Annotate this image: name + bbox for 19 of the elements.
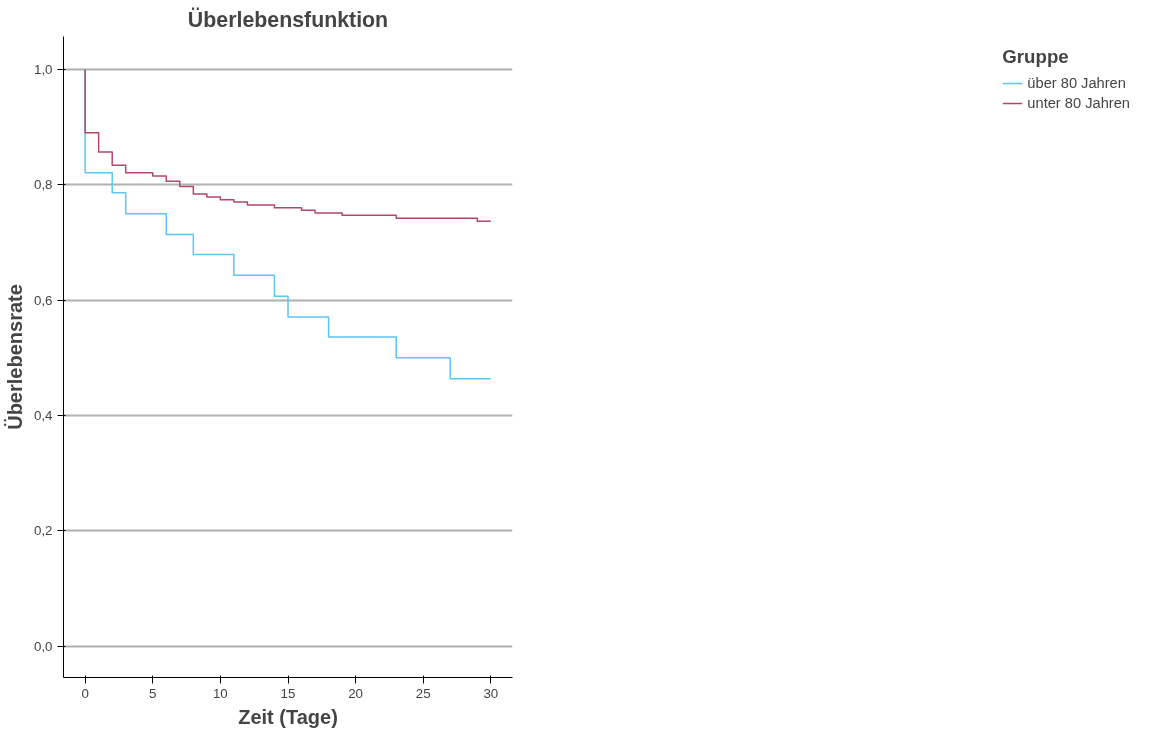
y-tick-label: 0,0 [33,638,53,654]
x-tick-label: 0 [81,685,89,701]
chart-title: Überlebensfunktion [187,6,389,32]
x-tick-label: 15 [280,685,296,701]
y-tick-label: 1,0 [33,61,53,77]
legend-label: über 80 Jahren [1027,75,1126,91]
x-tick-label: 25 [415,685,431,701]
y-tick-label: 0,8 [33,177,53,193]
y-tick-label: 0,6 [33,292,53,308]
x-tick-label: 20 [348,685,364,701]
y-tick-label: 0,2 [33,523,53,539]
y-axis-title: Überlebensrate [3,284,26,430]
x-tick-label: 30 [483,685,499,701]
y-tick-label: 0,4 [33,408,54,424]
x-tick-label: 10 [212,685,228,701]
legend-label: unter 80 Jahren [1027,95,1130,111]
x-tick-label: 5 [149,685,157,701]
legend-title: Gruppe [1002,46,1070,68]
x-axis-title: Zeit (Tage) [238,705,338,728]
